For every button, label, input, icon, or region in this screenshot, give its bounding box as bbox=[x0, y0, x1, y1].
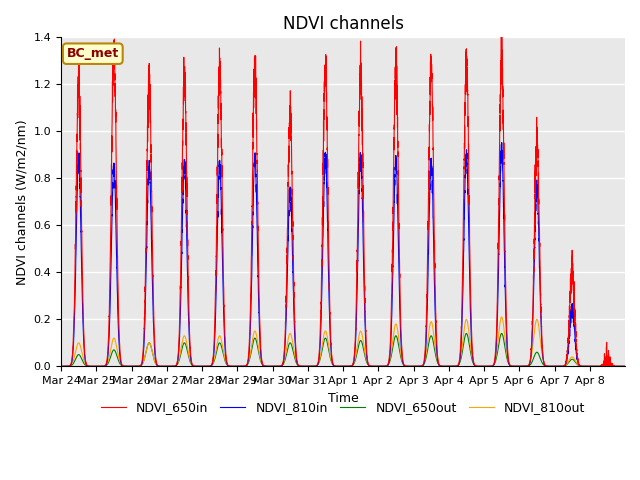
NDVI_810out bbox=[506, 361, 513, 367]
NDVI_810in bbox=[498, 140, 506, 145]
NDVI_810out bbox=[391, 324, 399, 330]
X-axis label: Time: Time bbox=[328, 392, 358, 405]
NDVI_810in bbox=[586, 363, 593, 369]
NDVI_810in bbox=[415, 363, 423, 369]
NDVI_650out bbox=[391, 335, 399, 341]
NDVI_650in bbox=[391, 94, 399, 99]
NDVI_650in bbox=[415, 363, 423, 369]
NDVI_650out bbox=[86, 363, 93, 369]
NDVI_650in bbox=[497, 31, 505, 36]
NDVI_810out bbox=[57, 363, 65, 369]
NDVI_650in bbox=[621, 363, 629, 369]
NDVI_650out bbox=[586, 363, 593, 369]
NDVI_650out bbox=[415, 363, 423, 369]
NDVI_810out bbox=[476, 363, 483, 369]
NDVI_810out bbox=[415, 363, 423, 369]
NDVI_650in bbox=[261, 363, 269, 369]
NDVI_650out bbox=[463, 331, 470, 336]
NDVI_810in bbox=[86, 363, 93, 369]
NDVI_810out bbox=[498, 314, 506, 320]
Line: NDVI_810in: NDVI_810in bbox=[61, 143, 625, 366]
NDVI_650out bbox=[506, 361, 513, 367]
NDVI_650in bbox=[506, 361, 513, 367]
NDVI_810out bbox=[621, 363, 629, 369]
NDVI_810out bbox=[86, 363, 93, 369]
Line: NDVI_650in: NDVI_650in bbox=[61, 34, 625, 366]
Y-axis label: NDVI channels (W/m2/nm): NDVI channels (W/m2/nm) bbox=[15, 119, 28, 285]
NDVI_650in bbox=[86, 363, 93, 369]
NDVI_810in bbox=[391, 182, 399, 188]
NDVI_810out bbox=[261, 363, 269, 369]
NDVI_650in bbox=[57, 363, 65, 369]
Title: NDVI channels: NDVI channels bbox=[282, 15, 403, 33]
NDVI_810out bbox=[586, 363, 593, 369]
NDVI_650out bbox=[57, 363, 65, 369]
Legend: NDVI_650in, NDVI_810in, NDVI_650out, NDVI_810out: NDVI_650in, NDVI_810in, NDVI_650out, NDV… bbox=[95, 396, 591, 420]
NDVI_810in bbox=[621, 363, 629, 369]
Line: NDVI_650out: NDVI_650out bbox=[61, 334, 625, 366]
NDVI_650in bbox=[476, 363, 483, 369]
NDVI_650out bbox=[476, 363, 483, 369]
NDVI_650in bbox=[586, 363, 593, 369]
NDVI_810in bbox=[476, 363, 483, 369]
NDVI_810in bbox=[261, 363, 269, 369]
Text: BC_met: BC_met bbox=[67, 47, 119, 60]
Line: NDVI_810out: NDVI_810out bbox=[61, 317, 625, 366]
NDVI_810in bbox=[506, 362, 513, 368]
NDVI_810in bbox=[57, 363, 65, 369]
NDVI_650out bbox=[261, 363, 269, 369]
NDVI_650out bbox=[621, 363, 629, 369]
